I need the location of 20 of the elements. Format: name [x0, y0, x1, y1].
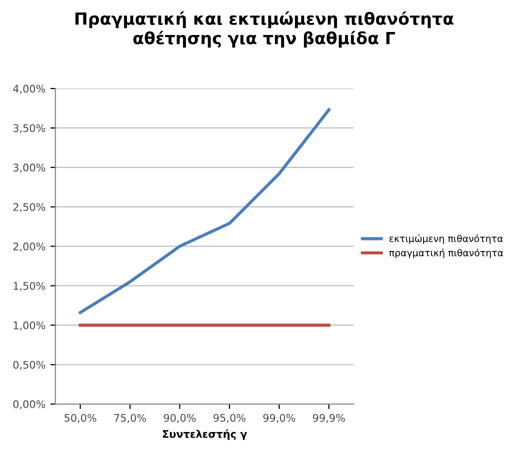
- x-tick-label: 90,0%: [164, 414, 196, 423]
- x-axis-title: Συντελεστής γ: [162, 429, 248, 440]
- y-tick-label: 1,00%: [14, 321, 46, 330]
- x-tick-label: 75,0%: [114, 414, 146, 423]
- y-tick-label: 3,50%: [13, 124, 46, 134]
- legend-label: πραγματική πιθανότητα: [389, 248, 504, 258]
- y-tick-label: 2,50%: [13, 203, 46, 212]
- x-tick-label: 95,0%: [214, 414, 246, 423]
- y-tick-label: 0,00%: [13, 400, 46, 410]
- x-tick-label: 99,9%: [313, 414, 345, 423]
- x-tick-label: 50,0%: [64, 414, 96, 423]
- legend-label: εκτιμώμενη πιθανότητα: [389, 234, 503, 244]
- chart-title: Πραγματική και εκτιμώμενη πιθανότητα αθέτησης για την βαθμίδα Γ: [75, 11, 454, 48]
- y-tick-label: 2,00%: [13, 242, 46, 252]
- line-series: [78, 108, 330, 314]
- y-tick-label: 1,50%: [14, 282, 46, 291]
- y-tick-label: 3,00%: [13, 164, 46, 173]
- y-tick-label: 0,50%: [13, 360, 46, 370]
- x-tick-label: 99,0%: [263, 414, 296, 423]
- y-tick-label: 4,00%: [13, 84, 46, 94]
